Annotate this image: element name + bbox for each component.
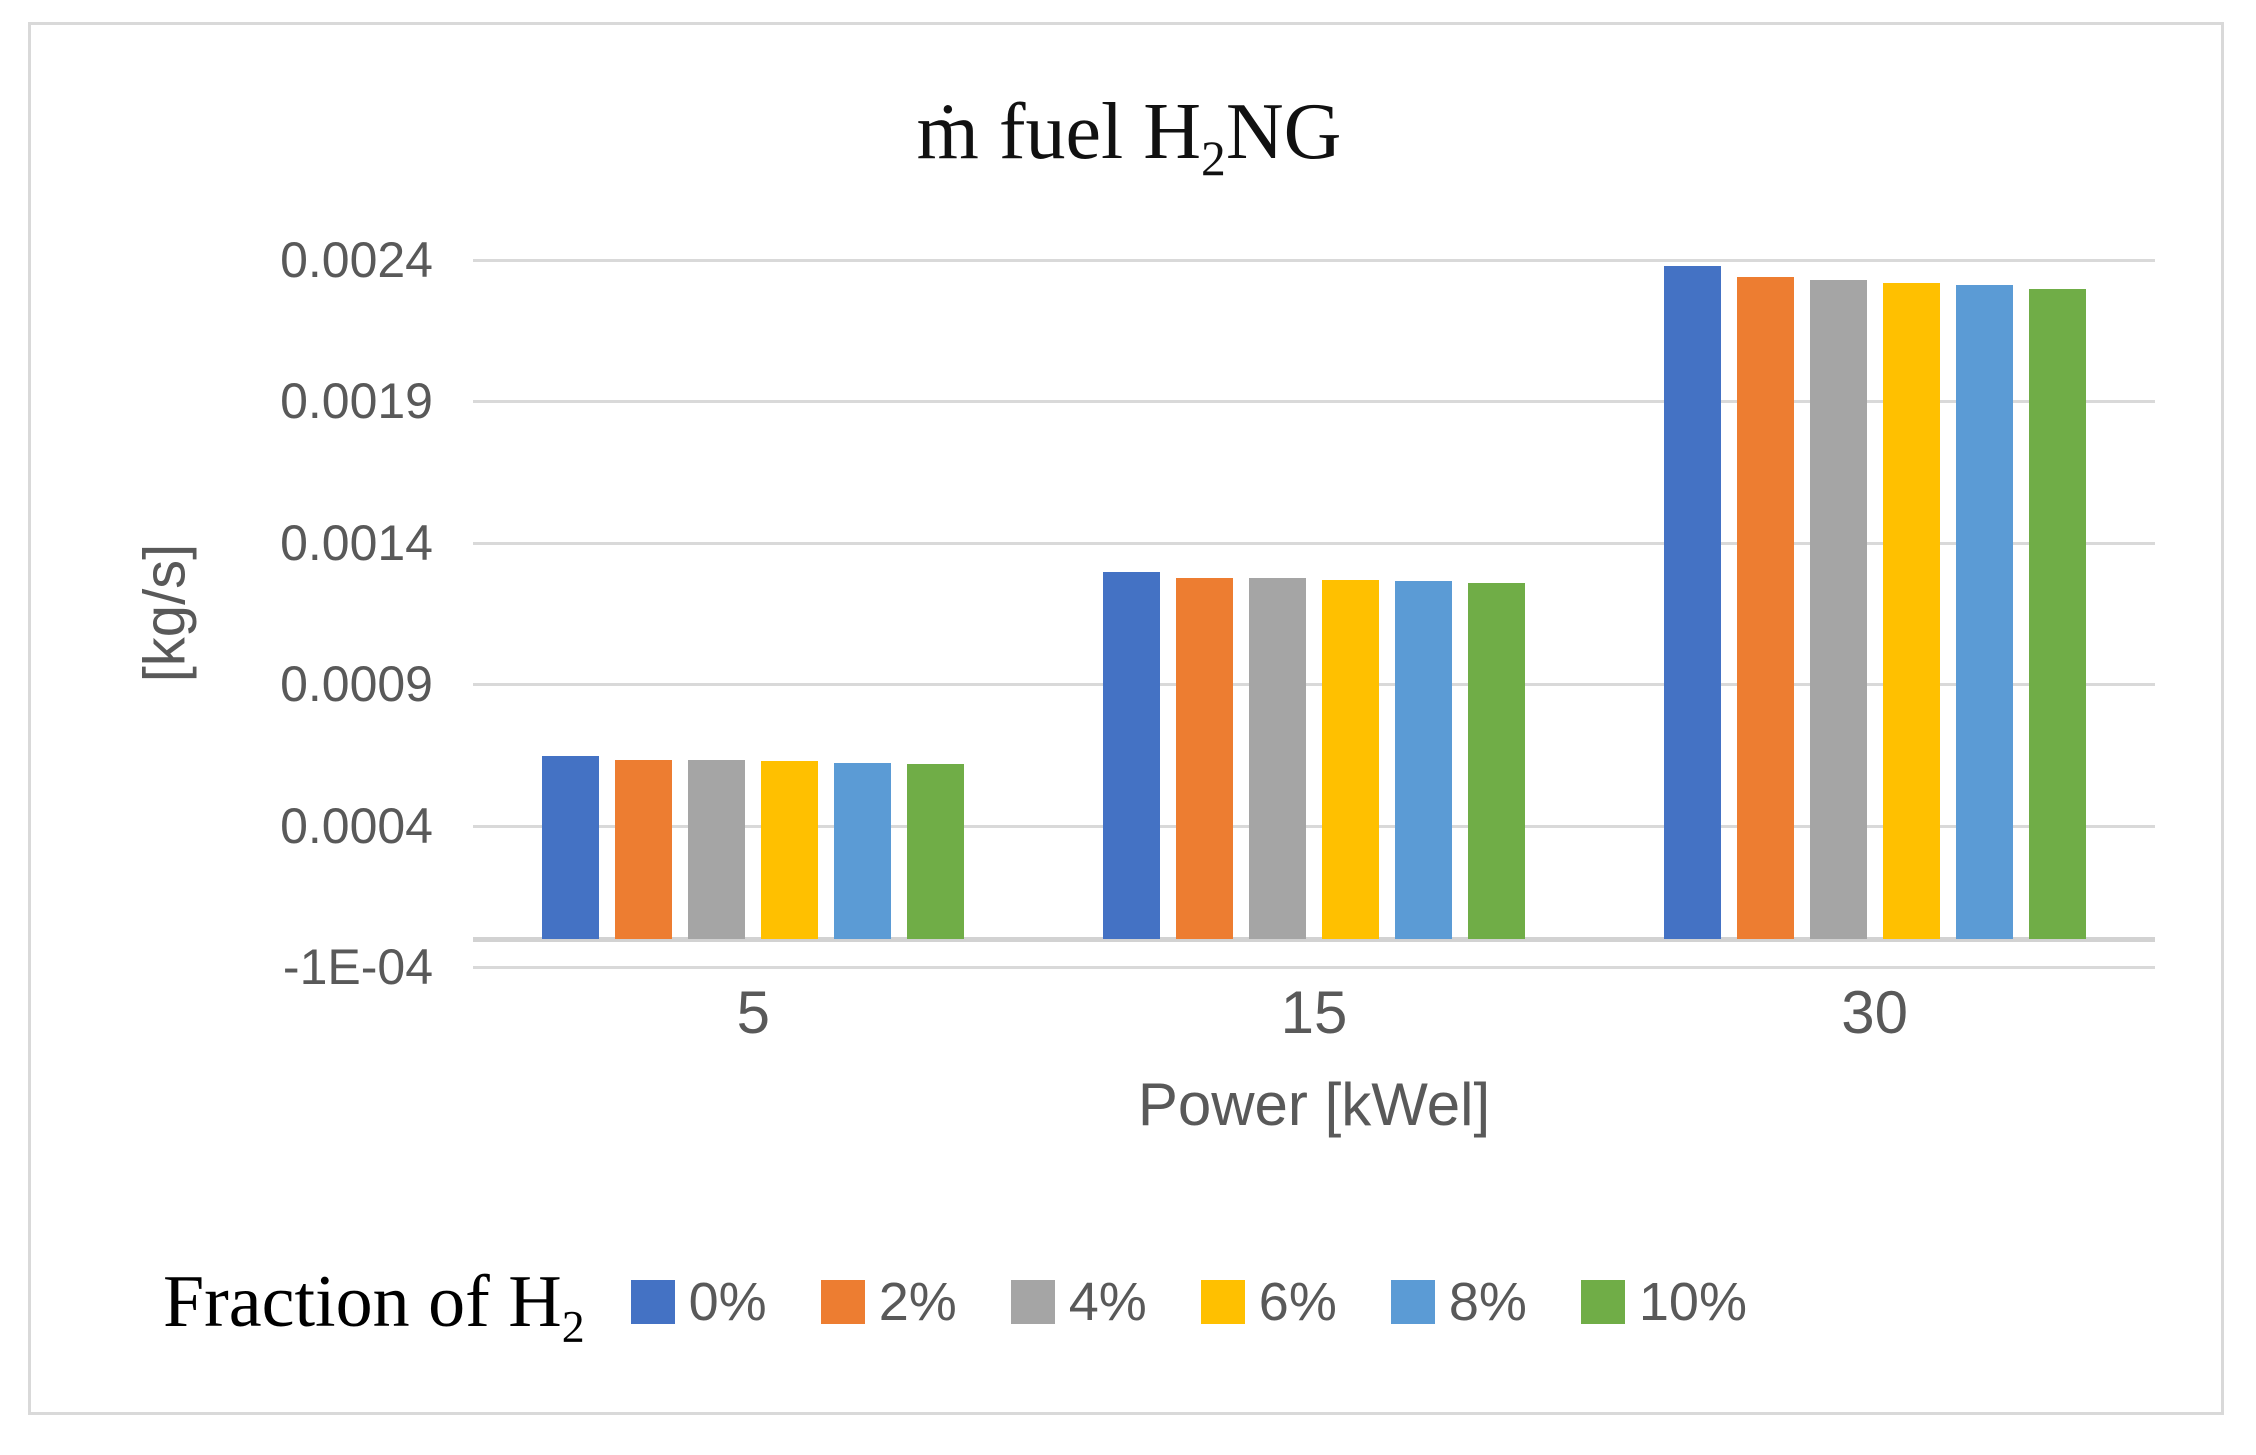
plot-area bbox=[473, 259, 2155, 969]
legend-label: 8% bbox=[1448, 1272, 1527, 1332]
bar-2pct-at-15kwel bbox=[1176, 577, 1233, 939]
y-tick-label: 0.0004 bbox=[280, 797, 433, 854]
chart-title-tail: NG bbox=[1225, 88, 1342, 176]
legend-swatch-icon bbox=[630, 1280, 675, 1324]
legend-caption-main: Fraction of H bbox=[163, 1260, 562, 1343]
bar-0pct-at-30kwel bbox=[1663, 265, 1721, 939]
gridline bbox=[473, 683, 2155, 687]
bar-6pct-at-15kwel bbox=[1322, 579, 1379, 939]
y-tick-label: 0.0019 bbox=[280, 373, 433, 430]
legend: Fraction of H2 0% 2% 4% 6% 8% 10% bbox=[163, 1237, 1801, 1367]
legend-item-6pct: 6% bbox=[1200, 1271, 1337, 1333]
gridline bbox=[473, 824, 2155, 828]
bar-10pct-at-15kwel bbox=[1468, 582, 1525, 939]
legend-item-2pct: 2% bbox=[820, 1271, 957, 1333]
bar-2pct-at-5kwel bbox=[615, 759, 673, 939]
x-tick-label: 5 bbox=[736, 979, 771, 1046]
chart-title-main: ṁ fuel H bbox=[916, 88, 1202, 176]
legend-items: 0% 2% 4% 6% 8% 10% bbox=[630, 1271, 1801, 1333]
legend-item-0pct: 0% bbox=[630, 1271, 767, 1333]
bar-8pct-at-15kwel bbox=[1395, 580, 1452, 939]
x-axis-title: Power [kWel] bbox=[1137, 1071, 1491, 1138]
bar-6pct-at-30kwel bbox=[1882, 282, 1940, 939]
legend-swatch-icon bbox=[1010, 1280, 1055, 1324]
bar-10pct-at-30kwel bbox=[2028, 288, 2086, 939]
bar-8pct-at-30kwel bbox=[1955, 284, 2013, 939]
bar-4pct-at-5kwel bbox=[688, 760, 746, 939]
bar-2pct-at-30kwel bbox=[1736, 276, 1794, 939]
legend-item-10pct: 10% bbox=[1580, 1271, 1747, 1333]
gridline bbox=[473, 400, 2155, 404]
y-tick-label: 0.0024 bbox=[280, 232, 433, 288]
gridline bbox=[473, 259, 2155, 262]
bar-4pct-at-30kwel bbox=[1809, 279, 1867, 939]
x-axis-line bbox=[473, 936, 2155, 942]
gridline bbox=[473, 541, 2155, 545]
x-tick-label: 30 bbox=[1841, 979, 1909, 1046]
y-tick-label: 0.0014 bbox=[280, 514, 433, 571]
chart-title: ṁ fuel H2NG bbox=[31, 87, 2227, 183]
x-tick-label: 15 bbox=[1280, 979, 1348, 1046]
legend-label: 2% bbox=[878, 1272, 957, 1332]
legend-swatch-icon bbox=[1200, 1280, 1245, 1324]
legend-label: 0% bbox=[688, 1272, 767, 1332]
gridline bbox=[473, 966, 2155, 969]
bar-10pct-at-5kwel bbox=[907, 763, 965, 939]
legend-label: 4% bbox=[1068, 1272, 1147, 1332]
legend-item-8pct: 8% bbox=[1390, 1271, 1527, 1333]
bar-0pct-at-5kwel bbox=[542, 755, 600, 939]
bar-8pct-at-5kwel bbox=[834, 762, 892, 939]
bar-4pct-at-15kwel bbox=[1249, 578, 1306, 939]
legend-caption: Fraction of H2 bbox=[163, 1260, 585, 1349]
y-tick-label: -1E-04 bbox=[282, 939, 433, 995]
legend-caption-subscript: 2 bbox=[561, 1300, 585, 1352]
chart-frame: ṁ fuel H2NG [kg/s] 0.0024 0.0019 0.0014 0.0… bbox=[28, 22, 2224, 1415]
y-tick-label: 0.0009 bbox=[280, 656, 433, 713]
legend-swatch-icon bbox=[820, 1280, 865, 1324]
legend-swatch-icon bbox=[1580, 1280, 1625, 1324]
legend-label: 6% bbox=[1258, 1272, 1337, 1332]
legend-label: 10% bbox=[1638, 1272, 1747, 1332]
bar-0pct-at-15kwel bbox=[1103, 571, 1160, 939]
legend-swatch-icon bbox=[1390, 1280, 1435, 1324]
chart-title-subscript: 2 bbox=[1201, 131, 1226, 186]
bar-6pct-at-5kwel bbox=[761, 761, 819, 939]
legend-item-4pct: 4% bbox=[1010, 1271, 1147, 1333]
